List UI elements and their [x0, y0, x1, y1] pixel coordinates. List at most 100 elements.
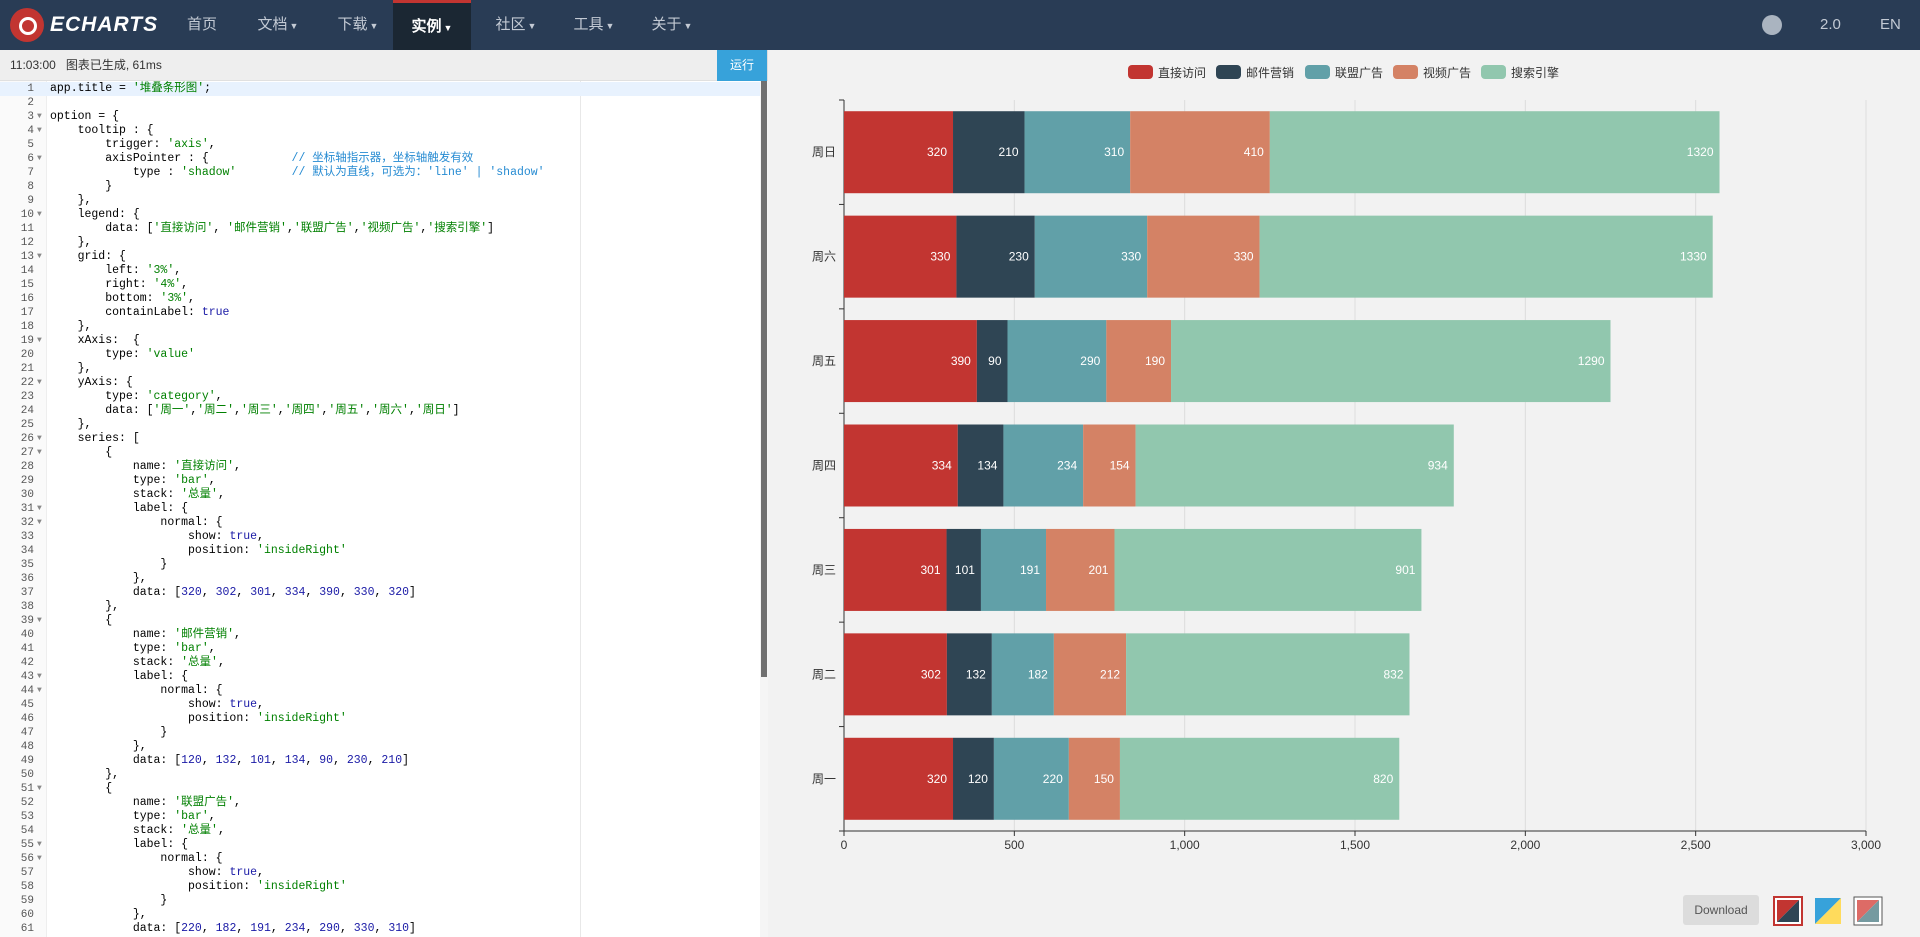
code-line[interactable]: 31 ▼ label: {	[0, 502, 760, 516]
code-line[interactable]: 34 position: 'insideRight'	[0, 544, 760, 558]
nav-item-4[interactable]: 社区 ▼	[480, 0, 552, 50]
code-line[interactable]: 56 ▼ normal: {	[0, 852, 760, 866]
code-line[interactable]: 28 name: '直接访问',	[0, 460, 760, 474]
fold-toggle-icon[interactable]: ▼	[37, 854, 42, 863]
legend-item[interactable]: 搜索引擎	[1481, 64, 1559, 80]
code-line[interactable]: 21 },	[0, 362, 760, 376]
code-line[interactable]: 40 name: '邮件营销',	[0, 628, 760, 642]
fold-toggle-icon[interactable]: ▼	[37, 686, 42, 695]
editor-scroll-thumb[interactable]	[761, 81, 767, 677]
fold-toggle-icon[interactable]: ▼	[37, 518, 42, 527]
code-line[interactable]: 54 stack: '总量',	[0, 824, 760, 838]
code-line[interactable]: 6 ▼ axisPointer : { // 坐标轴指示器，坐标轴触发有效	[0, 152, 760, 166]
code-line[interactable]: 58 position: 'insideRight'	[0, 880, 760, 894]
legend-item[interactable]: 联盟广告	[1305, 64, 1383, 80]
code-line[interactable]: 11 data: ['直接访问', '邮件营销','联盟广告','视频广告','…	[0, 222, 760, 236]
code-area[interactable]: 1 app.title = '堆叠条形图'; 2 3 ▼ option = {4 ▼ too…	[0, 81, 768, 937]
code-line[interactable]: 26 ▼ series: [	[0, 432, 760, 446]
code-line[interactable]: 48 },	[0, 740, 760, 754]
theme-default-icon[interactable]	[1773, 896, 1803, 926]
version-link[interactable]: 2.0	[1820, 16, 1841, 33]
code-line[interactable]: 29 type: 'bar',	[0, 474, 760, 488]
code-line[interactable]: 41 type: 'bar',	[0, 642, 760, 656]
code-line[interactable]: 15 right: '4%',	[0, 278, 760, 292]
code-line[interactable]: 59 }	[0, 894, 760, 908]
fold-toggle-icon[interactable]: ▼	[37, 616, 42, 625]
code-line[interactable]: 8 }	[0, 180, 760, 194]
code-line[interactable]: 47 }	[0, 726, 760, 740]
code-line[interactable]: 27 ▼ {	[0, 446, 760, 460]
language-link[interactable]: EN	[1880, 16, 1901, 33]
nav-item-5[interactable]: 工具 ▼	[558, 0, 630, 50]
code-line[interactable]: 14 left: '3%',	[0, 264, 760, 278]
theme-light-icon[interactable]	[1813, 896, 1843, 926]
code-line[interactable]: 20 type: 'value'	[0, 348, 760, 362]
code-line[interactable]: 24 data: ['周一','周二','周三','周四','周五','周六',…	[0, 404, 760, 418]
code-line[interactable]: 25 },	[0, 418, 760, 432]
code-line[interactable]: 43 ▼ label: {	[0, 670, 760, 684]
code-line[interactable]: 3 ▼ option = {	[0, 110, 760, 124]
legend-item[interactable]: 视频广告	[1393, 64, 1471, 80]
code-line[interactable]: 39 ▼ {	[0, 614, 760, 628]
nav-item-0[interactable]: 首页	[170, 0, 234, 50]
code-line[interactable]: 10 ▼ legend: {	[0, 208, 760, 222]
code-line[interactable]: 22 ▼ yAxis: {	[0, 376, 760, 390]
code-line[interactable]: 52 name: '联盟广告',	[0, 796, 760, 810]
code-line[interactable]: 50 },	[0, 768, 760, 782]
fold-toggle-icon[interactable]: ▼	[37, 840, 42, 849]
legend-item[interactable]: 邮件营销	[1216, 64, 1294, 80]
nav-item-6[interactable]: 关于 ▼	[636, 0, 708, 50]
code-line[interactable]: 49 data: [120, 132, 101, 134, 90, 230, 2…	[0, 754, 760, 768]
code-line[interactable]: 7 type : 'shadow' // 默认为直线，可选为：'line' | …	[0, 166, 760, 180]
fold-toggle-icon[interactable]: ▼	[37, 448, 42, 457]
code-line[interactable]: 30 stack: '总量',	[0, 488, 760, 502]
code-line[interactable]: 51 ▼ {	[0, 782, 760, 796]
code-line[interactable]: 55 ▼ label: {	[0, 838, 760, 852]
fold-toggle-icon[interactable]: ▼	[37, 434, 42, 443]
fold-toggle-icon[interactable]: ▼	[37, 210, 42, 219]
legend-item[interactable]: 直接访问	[1128, 64, 1206, 80]
theme-dark-icon[interactable]	[1853, 896, 1883, 926]
code-line[interactable]: 2	[0, 96, 760, 110]
code-line[interactable]: 60 },	[0, 908, 760, 922]
code-line[interactable]: 61 data: [220, 182, 191, 234, 290, 330, …	[0, 922, 760, 936]
code-line[interactable]: 38 },	[0, 600, 760, 614]
fold-toggle-icon[interactable]: ▼	[37, 378, 42, 387]
code-line[interactable]: 45 show: true,	[0, 698, 760, 712]
code-line[interactable]: 44 ▼ normal: {	[0, 684, 760, 698]
fold-toggle-icon[interactable]: ▼	[37, 504, 42, 513]
code-line[interactable]: 5 trigger: 'axis',	[0, 138, 760, 152]
fold-toggle-icon[interactable]: ▼	[37, 154, 42, 163]
code-line[interactable]: 12 },	[0, 236, 760, 250]
fold-toggle-icon[interactable]: ▼	[37, 784, 42, 793]
fold-toggle-icon[interactable]: ▼	[37, 126, 42, 135]
code-line[interactable]: 18 },	[0, 320, 760, 334]
code-line[interactable]: 4 ▼ tooltip : {	[0, 124, 760, 138]
code-line[interactable]: 13 ▼ grid: {	[0, 250, 760, 264]
code-line[interactable]: 37 data: [320, 302, 301, 334, 390, 330, …	[0, 586, 760, 600]
code-line[interactable]: 42 stack: '总量',	[0, 656, 760, 670]
code-line[interactable]: 53 type: 'bar',	[0, 810, 760, 824]
run-button[interactable]: 运行	[717, 50, 767, 81]
fold-toggle-icon[interactable]: ▼	[37, 672, 42, 681]
code-line[interactable]: 36 },	[0, 572, 760, 586]
code-line[interactable]: 16 bottom: '3%',	[0, 292, 760, 306]
code-line[interactable]: 23 type: 'category',	[0, 390, 760, 404]
code-line[interactable]: 33 show: true,	[0, 530, 760, 544]
fold-toggle-icon[interactable]: ▼	[37, 252, 42, 261]
nav-item-2[interactable]: 下载 ▼	[322, 0, 394, 50]
code-line[interactable]: 32 ▼ normal: {	[0, 516, 760, 530]
fold-toggle-icon[interactable]: ▼	[37, 336, 42, 345]
nav-item-3[interactable]: 实例 ▼	[393, 0, 471, 50]
nav-item-1[interactable]: 文档 ▼	[242, 0, 314, 50]
github-icon[interactable]	[1762, 15, 1782, 35]
code-line[interactable]: 19 ▼ xAxis: {	[0, 334, 760, 348]
fold-toggle-icon[interactable]: ▼	[37, 112, 42, 121]
code-line[interactable]: 9 },	[0, 194, 760, 208]
code-line[interactable]: 17 containLabel: true	[0, 306, 760, 320]
code-line[interactable]: 35 }	[0, 558, 760, 572]
code-line[interactable]: 46 position: 'insideRight'	[0, 712, 760, 726]
code-line[interactable]: 57 show: true,	[0, 866, 760, 880]
echarts-logo[interactable]: ECHARTS	[10, 8, 158, 42]
download-button[interactable]: Download	[1683, 895, 1759, 925]
